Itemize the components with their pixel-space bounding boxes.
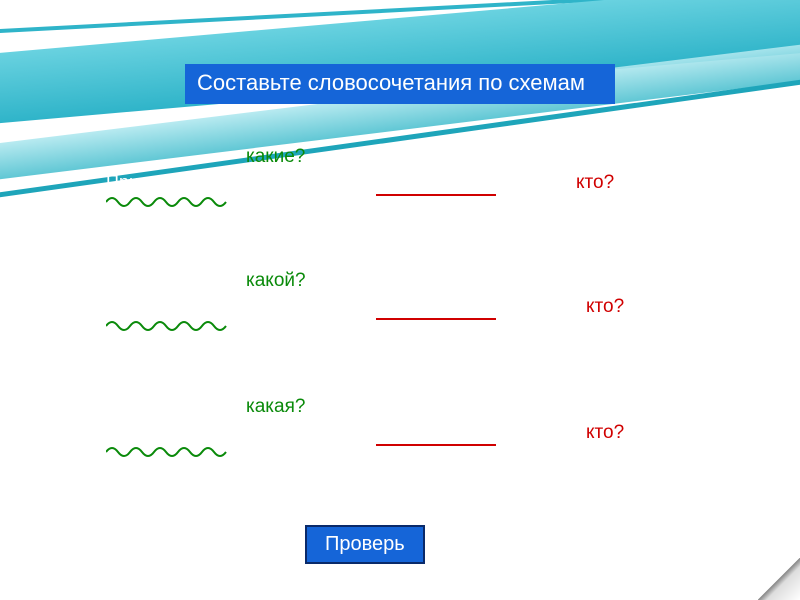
wavy-underline bbox=[106, 194, 230, 210]
right-label: Существительн. bbox=[376, 296, 512, 317]
question-word: какая? bbox=[246, 396, 305, 418]
who-word: кто? bbox=[576, 172, 614, 194]
right-label: Существительн. bbox=[376, 422, 512, 443]
content-zone: какие? Прилагательн. Существительн. кто?… bbox=[106, 0, 694, 600]
plus-sign: + bbox=[241, 186, 252, 207]
red-underline bbox=[376, 318, 496, 320]
left-label: Прилагательн. bbox=[106, 172, 228, 193]
wavy-underline bbox=[106, 318, 230, 334]
check-button[interactable]: Проверь bbox=[305, 525, 425, 564]
page-curl-icon bbox=[758, 558, 800, 600]
red-underline bbox=[376, 194, 496, 196]
wavy-underline bbox=[106, 444, 230, 460]
question-word: какой? bbox=[246, 270, 306, 292]
plus-sign: + bbox=[241, 436, 252, 457]
left-label: Прилагат. bbox=[106, 296, 187, 317]
question-word: какие? bbox=[246, 146, 305, 168]
red-underline bbox=[376, 444, 496, 446]
plus-sign: + bbox=[241, 310, 252, 331]
who-word: кто? bbox=[586, 422, 624, 444]
check-button-label: Проверь bbox=[325, 533, 405, 555]
who-word: кто? bbox=[586, 296, 624, 318]
left-label: Прилагат. bbox=[106, 422, 187, 443]
right-label: Существительн. bbox=[376, 172, 512, 193]
